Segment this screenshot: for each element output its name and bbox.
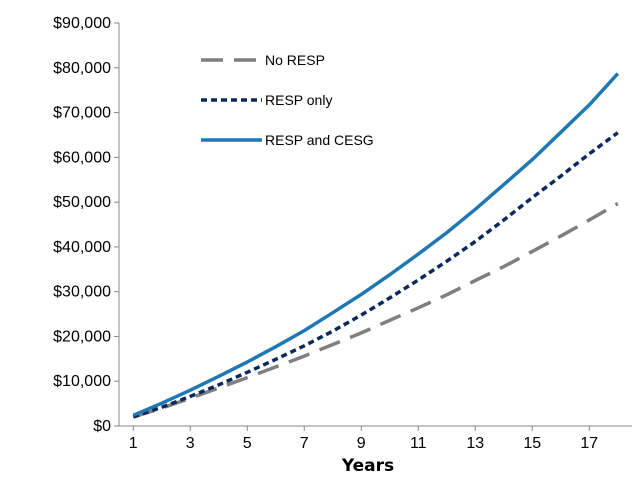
x-tick-label: 11 (410, 435, 427, 452)
x-tick-label: 13 (466, 435, 484, 452)
y-tick-label: $0 (93, 418, 111, 435)
x-tick-label: 17 (580, 435, 598, 452)
legend: No RESP RESP only RESP and CESG (201, 52, 374, 148)
legend-label: RESP and CESG (265, 132, 374, 148)
y-tick-label: $70,000 (53, 105, 111, 122)
x-axis-title: Years (341, 456, 394, 476)
x-tick-label: 3 (186, 435, 195, 452)
series-line-resp-only (132, 131, 619, 419)
x-tick-label: 1 (129, 435, 138, 452)
y-axis-ticks: $0 $10,000 $20,000 $30,000 $40,000 $50,000 $60… (53, 15, 119, 435)
y-tick-label: $40,000 (53, 239, 111, 256)
y-tick-label: $60,000 (53, 149, 111, 166)
y-tick-label: $20,000 (53, 328, 111, 345)
series-line-no-resp (132, 201, 619, 419)
y-tick-label: $50,000 (53, 194, 111, 211)
x-tick-label: 9 (357, 435, 366, 452)
series-line-resp-and-cesg (132, 72, 620, 417)
series-group (132, 72, 620, 419)
y-tick-label: $30,000 (53, 284, 111, 301)
x-axis-ticks: 1 3 5 7 9 11 13 15 17 (129, 426, 598, 452)
x-tick-label: 7 (300, 435, 309, 452)
legend-label: No RESP (265, 52, 325, 68)
x-tick-label: 5 (243, 435, 252, 452)
legend-label: RESP only (265, 92, 332, 108)
x-tick-label: 15 (523, 435, 541, 452)
y-tick-label: $90,000 (53, 15, 111, 32)
y-tick-label: $10,000 (53, 373, 111, 390)
y-tick-label: $80,000 (53, 60, 111, 77)
